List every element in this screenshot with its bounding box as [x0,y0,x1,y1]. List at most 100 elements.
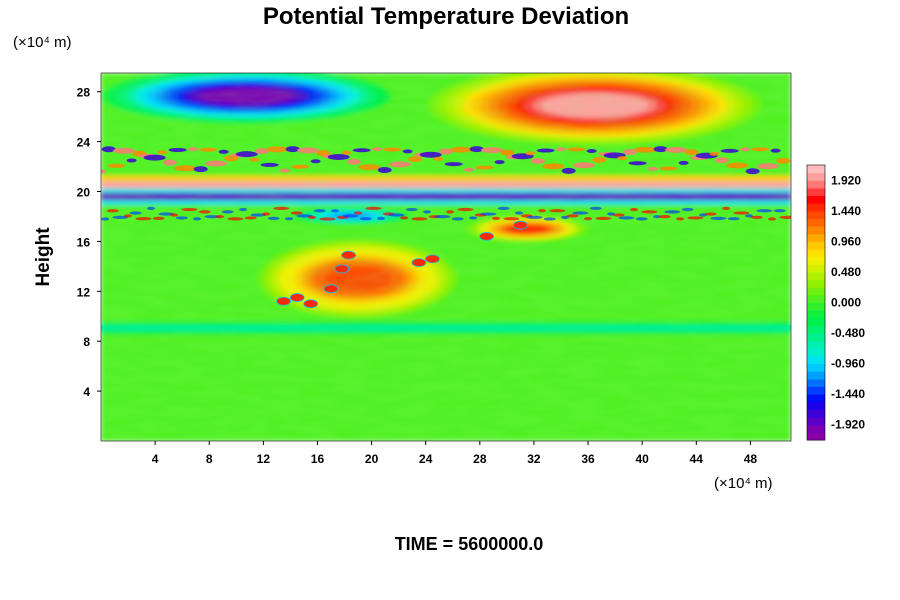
x-unit-label: (×10⁴ m) [714,475,773,492]
colorbar-swatch [807,394,825,403]
x-tick-label: 4 [152,452,159,466]
colorbar-tick-label: -0.480 [831,326,865,340]
tropopause-streak [469,146,484,153]
tropopause-streak [280,168,290,173]
tropopause-streak [107,163,126,168]
colorbar-swatch [807,241,825,250]
tropopause-streak [464,167,474,172]
tropopause-streak [589,206,602,210]
colorbar-swatch [807,310,825,319]
tropopause-streak [549,209,566,213]
plume-streak [289,293,305,302]
colorbar-tick-label: -1.440 [831,387,865,401]
tropopause-streak [359,217,372,221]
colorbar-swatch [807,302,825,311]
tropopause-streak [175,216,188,220]
tropopause-streak [687,216,704,220]
tropopause-streak [255,148,269,155]
tropopause-streak [623,148,637,155]
tropopause-streak [218,149,229,154]
plume-streak [411,258,427,268]
colorbar-swatch [807,355,825,365]
tropopause-streak [389,161,411,168]
tropopause-streak [500,149,515,156]
tropopause-streak [536,148,555,153]
tropopause-streak [319,217,336,221]
y-tick-label: 28 [77,86,91,100]
colorbar-swatch [807,386,825,395]
tropopause-streak [434,215,451,219]
tropopause-streak [543,217,556,221]
tropopause-streak [143,154,166,161]
y-tick-label: 8 [83,335,90,349]
tropopause-streak [181,207,198,212]
tropopause-streak [227,217,244,221]
colorbar-swatch [807,424,825,433]
tropopause-streak [411,217,428,221]
colorbar-swatch [807,378,825,388]
tropopause-streak [572,211,589,215]
tropopause-streak [481,147,503,154]
tropopause-streak [157,150,168,155]
tropopause-streak [612,213,625,217]
tropopause-streak [641,210,658,214]
colorbar-swatch [807,256,825,265]
tropopause-streak [388,213,405,217]
colorbar-tick-label: -0.960 [831,357,865,371]
colorbar-swatch [807,195,825,204]
tropopause-streak [726,162,749,169]
tropopause-streak [408,156,423,163]
tropopause-streak [106,209,119,213]
tropopause-streak [538,209,547,213]
colorbar-tick-label: 0.960 [831,234,861,248]
x-tick-label: 24 [419,452,433,466]
tropopause-streak [383,147,402,152]
plot-area [100,72,792,442]
tropopause-streak [586,149,597,154]
tropopause-streak [446,210,455,214]
colorbar-swatch [807,180,825,189]
tropopause-streak [249,157,260,162]
tropopause-streak [751,147,770,152]
plume-streak [425,254,440,264]
tropopause-streak [740,147,750,152]
tropopause-streak [198,210,211,214]
tropopause-streak [101,217,110,221]
tropopause-streak [745,214,754,218]
x-tick-label: 28 [473,452,487,466]
tropopause-streak [235,151,258,158]
tropopause-streak [377,216,386,220]
y-axis-ticks: 4 8 12 16 20 24 28 [77,86,101,399]
tropopause-streak [354,211,363,215]
colorbar-swatch [807,371,825,380]
colorbar-swatch [807,218,825,227]
tropopause-streak [733,211,750,215]
plume-streak [334,264,350,274]
tropopause-streak [204,215,221,219]
tropopause-streak [244,216,257,220]
tropopause-streak [745,168,760,175]
colorbar-tick-label: 0.480 [831,265,861,279]
tropopause-streak [205,160,227,167]
x-tick-label: 40 [635,452,649,466]
tropopause-streak [757,163,779,170]
tropopause-streak [648,166,658,171]
tropopause-streak [400,216,409,220]
tropopause-streak [451,217,464,221]
x-tick-label: 8 [206,452,213,466]
plume-streak [341,250,356,260]
tropopause-streak [285,146,300,153]
colorbar-swatch [807,264,825,273]
tropopause-streak [720,148,739,153]
tropopause-streak [664,210,681,214]
y-tick-label: 4 [83,385,90,399]
tropopause-streak [531,157,545,164]
tropopause-streak [433,156,444,161]
tropopause-streak [573,162,595,169]
tropopause-streak [419,151,442,158]
colorbar-swatch [807,226,825,235]
tropopause-streak [770,148,781,153]
y-tick-label: 12 [77,285,91,299]
tropopause-streak [635,217,648,221]
